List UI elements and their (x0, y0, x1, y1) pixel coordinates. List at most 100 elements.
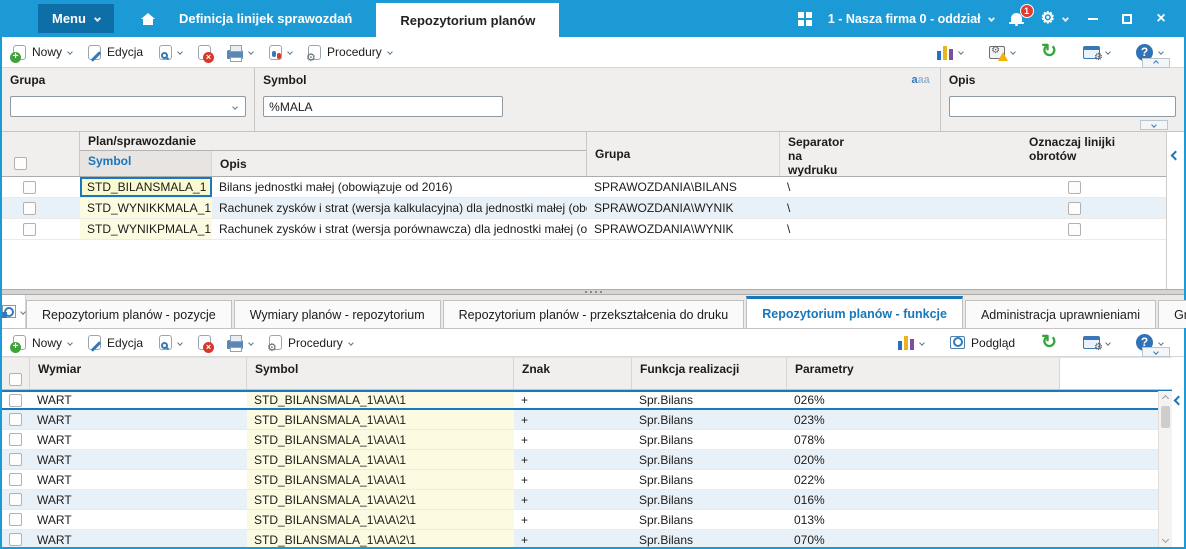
row-checkbox[interactable] (9, 453, 22, 466)
cell-funkcja[interactable]: Spr.Bilans (639, 532, 694, 547)
tab-administracja-uprawnieniami[interactable]: Administracja uprawnieniami (964, 300, 1157, 328)
cell-znak[interactable]: + (521, 393, 529, 407)
select-all-checkbox[interactable] (14, 157, 27, 170)
grid-layout-button[interactable]: ⚙ (1076, 333, 1117, 353)
maximize-button[interactable] (1118, 10, 1136, 28)
cell-funkcja[interactable]: Spr.Bilans (639, 412, 694, 427)
row-checkbox[interactable] (9, 473, 22, 486)
refresh-button[interactable]: ↻ (1034, 332, 1064, 354)
procedures-button[interactable]: ⚙ Procedury (301, 42, 399, 63)
cell-symbol[interactable]: STD_WYNIKPMALA_1 (80, 219, 212, 239)
chart-button[interactable] (930, 42, 970, 63)
tab-wymiary-planow[interactable]: Wymiary planów - repozytorium (233, 300, 441, 328)
tab-definicja-linijek[interactable]: Definicja linijek sprawozdań (178, 11, 353, 26)
cell-separator[interactable]: \ (787, 201, 791, 215)
chevron-down-icon[interactable] (248, 49, 254, 55)
edit-button[interactable]: Edycja (81, 42, 150, 63)
scroll-down-icon[interactable] (1161, 535, 1170, 544)
cell-symbol[interactable]: STD_BILANSMALA_1\A\A\1 (247, 430, 514, 449)
row-checkbox[interactable] (23, 222, 36, 236)
settings-button[interactable]: ⚙ (1041, 10, 1070, 27)
cell-znak[interactable]: + (521, 472, 529, 487)
oznaczaj-checkbox[interactable] (1067, 222, 1081, 236)
apps-grid-icon[interactable] (797, 11, 812, 26)
row-checkbox[interactable] (9, 413, 22, 426)
chevron-down-icon[interactable] (1105, 339, 1111, 346)
column-header-wymiar[interactable]: Wymiar (30, 358, 247, 389)
cell-parametry[interactable]: 022% (794, 472, 825, 487)
tab-przeksztalcenia-do-druku[interactable]: Repozytorium planów - przekształcenia do… (442, 300, 745, 328)
row-checkbox[interactable] (9, 493, 22, 506)
cell-symbol[interactable]: STD_WYNIKKMALA_1 (80, 198, 212, 218)
symbol-filter-input[interactable] (263, 96, 504, 117)
column-header-symbol[interactable]: Symbol (247, 358, 514, 389)
refresh-button[interactable]: ↻ (1034, 41, 1064, 63)
cell-parametry[interactable]: 016% (794, 492, 825, 507)
cell-wymiar[interactable]: WART (37, 492, 72, 507)
chevron-down-icon[interactable] (287, 49, 293, 55)
new-button[interactable]: + Nowy (6, 332, 79, 353)
tab-repozytorium-pozycje[interactable]: Repozytorium planów - pozycje (26, 300, 232, 328)
cell-znak[interactable]: + (521, 492, 529, 507)
company-selector[interactable]: 1 - Nasza firma 0 - oddział (828, 12, 995, 26)
splitter-handle[interactable] (2, 289, 1184, 295)
search-button[interactable] (152, 42, 189, 63)
preview-button[interactable]: Podgląd (943, 333, 1022, 353)
cell-funkcja[interactable]: Spr.Bilans (639, 393, 694, 407)
column-header-funkcja[interactable]: Funkcja realizacji (632, 358, 787, 389)
edit-button[interactable]: Edycja (81, 332, 150, 353)
table-row[interactable]: STD_BILANSMALA_1 Bilans jednostki małej … (2, 177, 1184, 198)
cell-wymiar[interactable]: WART (37, 512, 72, 527)
match-case-icon[interactable]: aaa (911, 74, 930, 86)
chevron-down-icon[interactable] (1010, 49, 1016, 55)
table-row[interactable]: WART STD_BILANSMALA_1\A\A\2\1 + Spr.Bila… (2, 530, 1184, 547)
oznaczaj-checkbox[interactable] (1067, 180, 1081, 194)
vertical-scrollbar[interactable] (1158, 391, 1172, 547)
row-checkbox[interactable] (9, 513, 22, 526)
delete-button[interactable]: × (191, 332, 218, 353)
cell-symbol[interactable]: STD_BILANSMALA_1\A\A\1 (247, 470, 514, 489)
cell-znak[interactable]: + (521, 432, 529, 447)
table-row[interactable]: WART STD_BILANSMALA_1\A\A\2\1 + Spr.Bila… (2, 510, 1184, 530)
search-button[interactable] (152, 332, 189, 353)
cell-wymiar[interactable]: WART (37, 412, 72, 427)
column-header-parametry[interactable]: Parametry (787, 358, 1060, 389)
cell-parametry[interactable]: 026% (794, 393, 825, 407)
cell-symbol[interactable]: STD_BILANSMALA_1\A\A\1 (247, 450, 514, 469)
cell-parametry[interactable]: 020% (794, 452, 825, 467)
oznaczaj-checkbox[interactable] (1067, 201, 1081, 215)
cell-symbol[interactable]: STD_BILANSMALA_1\A\A\2\1 (247, 530, 514, 547)
chart-button[interactable] (891, 332, 931, 353)
chevron-down-icon[interactable] (1158, 339, 1164, 346)
procedures-button[interactable]: ⚙ Procedury (262, 332, 360, 354)
table-row[interactable]: STD_WYNIKKMALA_1 Rachunek zysków i strat… (2, 198, 1184, 219)
table-row[interactable]: WART STD_BILANSMALA_1\A\A\1 + Spr.Bilans… (2, 390, 1184, 410)
detail-panel-button[interactable] (2, 295, 26, 328)
collapse-toolbar-button[interactable] (1142, 347, 1170, 357)
cell-wymiar[interactable]: WART (37, 532, 72, 547)
chevron-down-icon[interactable] (67, 339, 73, 346)
column-header-opis[interactable]: Opis (220, 157, 247, 171)
cell-grupa[interactable]: SPRAWOZDANIA\WYNIK (594, 201, 734, 215)
cell-znak[interactable]: + (521, 452, 529, 467)
cell-symbol[interactable]: STD_BILANSMALA_1\A\A\2\1 (247, 510, 514, 529)
column-header-separator[interactable]: Separator na wydruku (788, 135, 845, 176)
trace-button[interactable] (262, 42, 299, 63)
cell-symbol[interactable]: STD_BILANSMALA_1\A\A\1 (247, 392, 514, 408)
cell-znak[interactable]: + (521, 512, 529, 527)
tab-grupowanie-kont[interactable]: Grupowanie kont dla planów (1158, 300, 1186, 328)
collapse-side-panel[interactable] (1166, 132, 1184, 289)
delete-button[interactable]: × (191, 42, 218, 63)
print-button[interactable] (220, 333, 260, 352)
cell-separator[interactable]: \ (787, 222, 791, 236)
grid-layout-button[interactable]: ⚙ (1076, 43, 1117, 63)
new-button[interactable]: + Nowy (6, 42, 79, 63)
select-all-checkbox[interactable] (9, 373, 22, 386)
chevron-down-icon[interactable] (177, 49, 183, 55)
row-checkbox[interactable] (9, 533, 22, 546)
menu-button[interactable]: Menu (38, 4, 114, 33)
grupa-select[interactable] (10, 96, 247, 117)
chevron-down-icon[interactable] (1158, 49, 1164, 55)
row-checkbox[interactable] (9, 433, 22, 446)
notifications-button[interactable]: 1 (1008, 4, 1034, 26)
